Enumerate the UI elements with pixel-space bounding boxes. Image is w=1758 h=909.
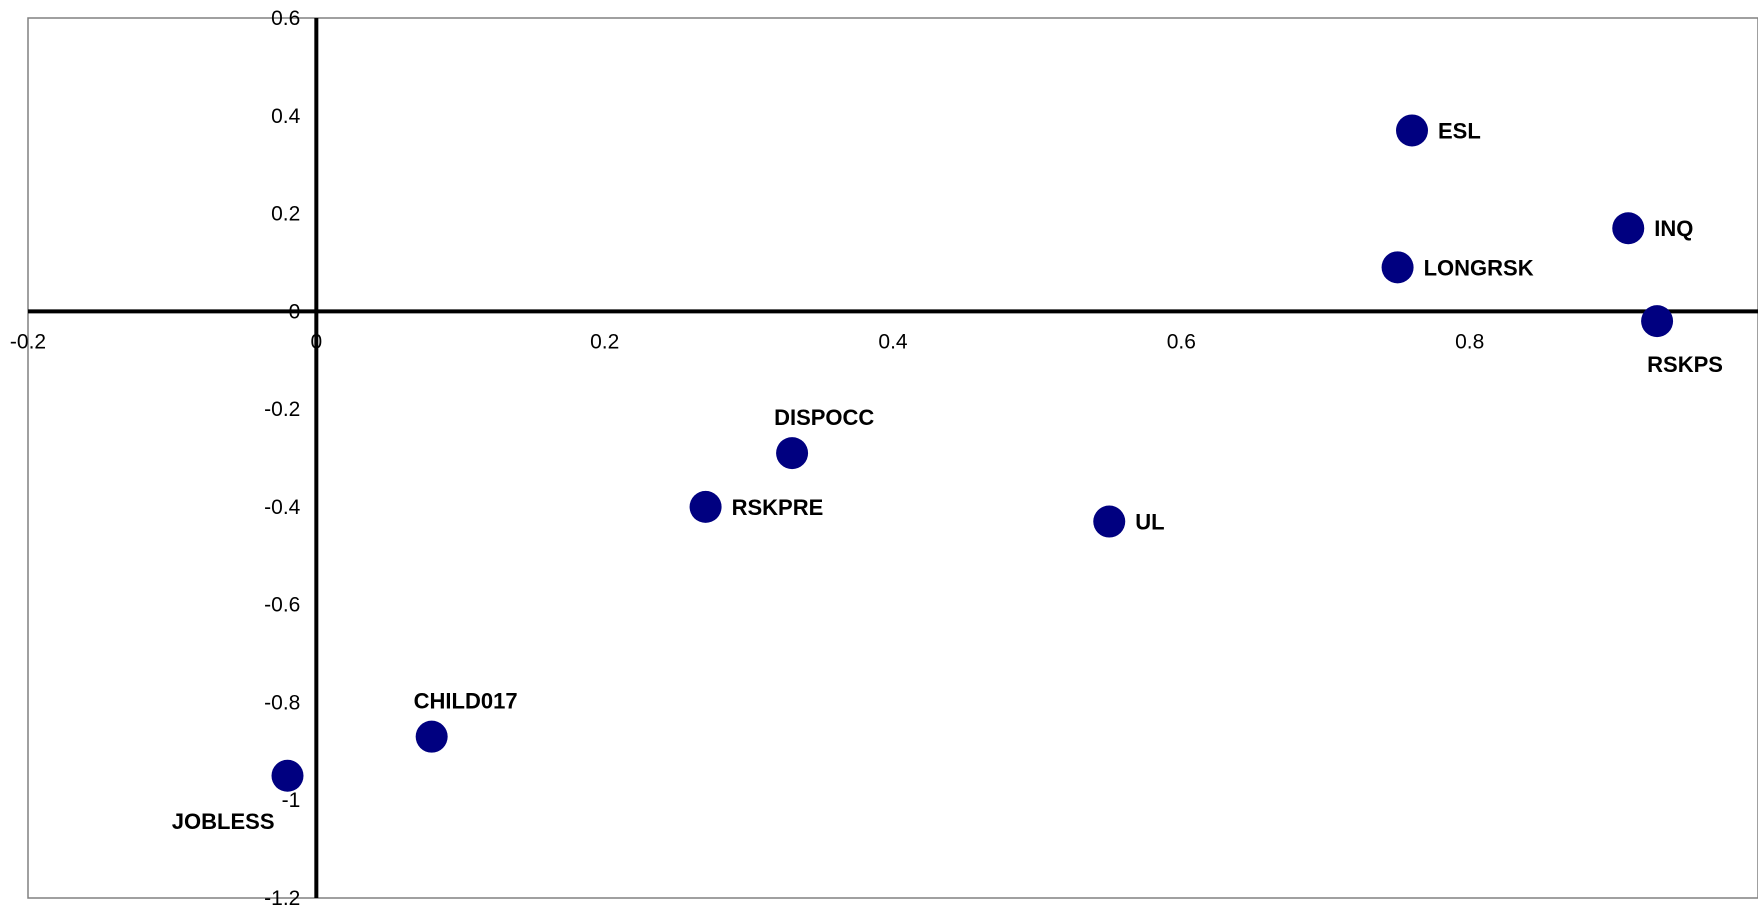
y-tick-label: -0.4: [264, 496, 301, 519]
x-tick-label: -0.2: [10, 330, 46, 353]
y-tick-label: 0.4: [271, 105, 301, 128]
data-point: [415, 720, 448, 753]
y-tick-label: -0.2: [264, 398, 300, 421]
data-point: [689, 490, 722, 523]
y-tick-label: -1.2: [264, 887, 300, 909]
point-label: CHILD017: [414, 689, 518, 714]
point-label: JOBLESS: [172, 809, 275, 834]
y-tick-label: 0.6: [271, 7, 300, 30]
point-label: DISPOCC: [774, 405, 874, 430]
data-point: [271, 759, 304, 792]
point-label: RSKPS: [1647, 352, 1723, 377]
x-tick-label: 0.2: [590, 330, 619, 353]
data-point: [1381, 251, 1414, 284]
point-label: RSKPRE: [732, 495, 824, 520]
x-tick-label: 0.6: [1167, 330, 1196, 353]
point-label: LONGRSK: [1424, 255, 1534, 280]
data-point: [1641, 305, 1674, 338]
data-points: ESL INQ LONGRSK RSKPS DISPOCC RSKPRE UL CHILD01…: [172, 114, 1723, 834]
y-tick-label: 0: [289, 300, 301, 323]
data-point: [1396, 114, 1428, 147]
y-tick-label: 0.2: [271, 203, 300, 226]
y-tick-label: -1: [282, 789, 301, 812]
data-point: [1612, 212, 1645, 245]
point-label: ESL: [1438, 118, 1481, 143]
y-tick-label: -0.6: [264, 594, 300, 617]
point-label: INQ: [1654, 216, 1693, 241]
data-point: [1093, 505, 1126, 538]
x-tick-label: 0.4: [878, 330, 908, 353]
y-tick-label: -0.8: [264, 691, 300, 714]
axis-ticks: -0.2 0 0.2 0.4 0.6 0.8 0.6 0.4 0.2 0 -0.2 -0.4 -0.6 -…: [10, 7, 1484, 909]
x-tick-label: 0.8: [1455, 330, 1484, 353]
point-label: UL: [1135, 510, 1164, 535]
x-tick-label: 0: [310, 330, 322, 353]
data-point: [776, 437, 809, 470]
